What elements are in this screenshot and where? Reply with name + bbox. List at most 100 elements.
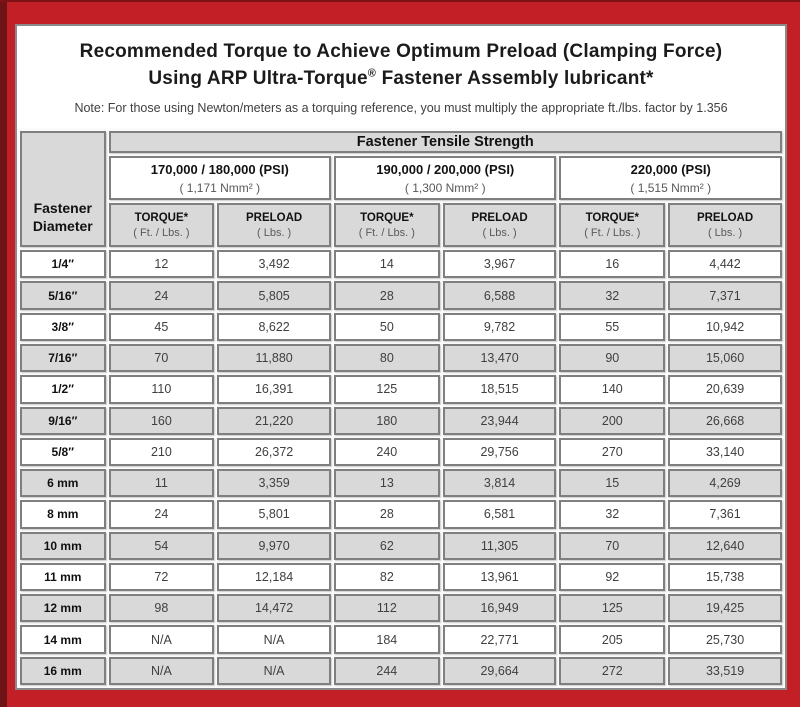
table-row: 7/16″ 70 11,880 80 13,470 90 15,060 [20, 343, 782, 373]
torque-value-cell: 55 [559, 312, 666, 341]
preload-value-cell: 13,470 [442, 343, 557, 373]
torque-value-cell: 28 [334, 500, 440, 529]
table-row: 5/16″ 24 5,805 28 6,588 32 7,371 [20, 281, 782, 310]
preload-label: PRELOAD [696, 211, 754, 224]
table-row: 1/2″ 110 16,391 125 18,515 140 20,639 [20, 375, 782, 404]
torque-value-cell: 16 [559, 250, 666, 279]
table-row: 8 mm 24 5,801 28 6,581 32 7,361 [20, 500, 782, 529]
diameter-cell: 14 mm [20, 625, 106, 654]
table-row: 9/16″ 160 21,220 180 23,944 200 26,668 [20, 406, 782, 435]
table-row: 14 mm N/A N/A 184 22,771 205 25,730 [20, 625, 782, 654]
torque-value-cell: 50 [334, 312, 440, 341]
torque-value-cell: 125 [334, 375, 440, 404]
torque-value-cell: 54 [108, 531, 215, 560]
diameter-column-header: Fastener Diameter [20, 131, 106, 248]
preload-value-cell: 15,060 [668, 343, 782, 373]
diameter-cell: 6 mm [20, 469, 106, 498]
torque-value-cell: 125 [559, 594, 666, 623]
preload-column-header: PRELOAD ( Lbs. ) [668, 203, 782, 248]
torque-value-cell: 45 [108, 312, 215, 341]
torque-value-cell: 184 [334, 625, 440, 654]
preload-value-cell: N/A [217, 656, 332, 685]
preload-value-cell: 20,639 [668, 375, 782, 404]
diameter-cell: 11 mm [20, 562, 106, 592]
torque-units: ( Ft. / Lbs. ) [584, 226, 641, 239]
diameter-cell: 1/2″ [20, 375, 106, 404]
preload-value-cell: 9,782 [442, 312, 557, 341]
table-body: 1/4″ 12 3,492 14 3,967 16 4,442 5/16″ 24 5,805 28 6… [20, 250, 782, 685]
preload-value-cell: 15,738 [668, 562, 782, 592]
torque-value-cell: N/A [108, 656, 215, 685]
torque-value-cell: 15 [559, 469, 666, 498]
preload-value-cell: 4,269 [668, 469, 782, 498]
preload-value-cell: 21,220 [217, 406, 332, 435]
preload-value-cell: 6,581 [442, 500, 557, 529]
psi-label: 190,000 / 200,000 (PSI) [376, 161, 515, 177]
diameter-cell: 1/4″ [20, 250, 106, 279]
tensile-strength-header: Fastener Tensile Strength [108, 131, 782, 154]
table-row: 12 mm 98 14,472 112 16,949 125 19,425 [20, 594, 782, 623]
torque-value-cell: 90 [559, 343, 666, 373]
preload-value-cell: 3,967 [442, 250, 557, 279]
preload-value-cell: 9,970 [217, 531, 332, 560]
preload-value-cell: 3,814 [442, 469, 557, 498]
torque-value-cell: 32 [559, 281, 666, 310]
preload-value-cell: 19,425 [668, 594, 782, 623]
torque-value-cell: 244 [334, 656, 440, 685]
frame-top-dark-edge [0, 0, 800, 2]
preload-units: ( Lbs. ) [482, 226, 517, 239]
preload-value-cell: 14,472 [217, 594, 332, 623]
preload-value-cell: 26,668 [668, 406, 782, 435]
diameter-cell: 16 mm [20, 656, 106, 685]
torque-column-header: TORQUE* ( Ft. / Lbs. ) [108, 203, 215, 248]
nmm-label: ( 1,515 Nmm² ) [630, 180, 712, 195]
diameter-cell: 3/8″ [20, 312, 106, 341]
torque-value-cell: 272 [559, 656, 666, 685]
table-row: 6 mm 11 3,359 13 3,814 15 4,269 [20, 469, 782, 498]
title-line2-post: Fastener Assembly lubricant* [376, 67, 654, 89]
table-row: 1/4″ 12 3,492 14 3,967 16 4,442 [20, 250, 782, 279]
torque-value-cell: N/A [108, 625, 215, 654]
torque-value-cell: 70 [108, 343, 215, 373]
torque-value-cell: 180 [334, 406, 440, 435]
table-row: 11 mm 72 12,184 82 13,961 92 15,738 [20, 562, 782, 592]
torque-preload-table: Fastener Diameter Fastener Tensile Stren… [17, 128, 785, 688]
torque-label: TORQUE* [134, 211, 189, 224]
torque-value-cell: 270 [559, 437, 666, 467]
torque-value-cell: 200 [559, 406, 666, 435]
torque-value-cell: 92 [559, 562, 666, 592]
preload-value-cell: 16,391 [217, 375, 332, 404]
torque-label: TORQUE* [360, 211, 414, 224]
torque-value-cell: 70 [559, 531, 666, 560]
table-row: 10 mm 54 9,970 62 11,305 70 12,640 [20, 531, 782, 560]
preload-label: PRELOAD [471, 211, 528, 224]
torque-value-cell: 210 [108, 437, 215, 467]
preload-value-cell: 16,949 [442, 594, 557, 623]
preload-units: ( Lbs. ) [256, 226, 292, 239]
preload-value-cell: 3,359 [217, 469, 332, 498]
preload-value-cell: 13,961 [442, 562, 557, 592]
page-title-line1: Recommended Torque to Achieve Optimum Pr… [79, 41, 723, 62]
preload-value-cell: 26,372 [217, 437, 332, 467]
frame-left-dark-edge [0, 0, 7, 707]
preload-value-cell: 5,801 [217, 500, 332, 529]
torque-value-cell: 140 [559, 375, 666, 404]
registered-trademark-symbol: ® [367, 67, 377, 80]
psi-group-170-180: 170,000 / 180,000 (PSI) ( 1,171 Nmm² ) [108, 156, 332, 201]
newton-meters-note: Note: For those using Newton/meters as a… [74, 101, 728, 116]
preload-value-cell: 33,519 [668, 656, 782, 685]
psi-group-220: 220,000 (PSI) ( 1,515 Nmm² ) [559, 156, 782, 201]
nmm-label: ( 1,300 Nmm² ) [404, 180, 486, 195]
nmm-label: ( 1,171 Nmm² ) [179, 180, 261, 195]
torque-value-cell: 32 [559, 500, 666, 529]
preload-value-cell: N/A [217, 625, 332, 654]
psi-header-row: 170,000 / 180,000 (PSI) ( 1,171 Nmm² ) 1… [20, 156, 782, 201]
preload-value-cell: 11,880 [217, 343, 332, 373]
preload-value-cell: 23,944 [442, 406, 557, 435]
preload-column-header: PRELOAD ( Lbs. ) [217, 203, 332, 248]
diameter-cell: 5/8″ [20, 437, 106, 467]
diameter-cell: 7/16″ [20, 343, 106, 373]
tensile-header-row: Fastener Diameter Fastener Tensile Stren… [20, 131, 782, 248]
diameter-cell: 12 mm [20, 594, 106, 623]
torque-value-cell: 80 [334, 343, 440, 373]
